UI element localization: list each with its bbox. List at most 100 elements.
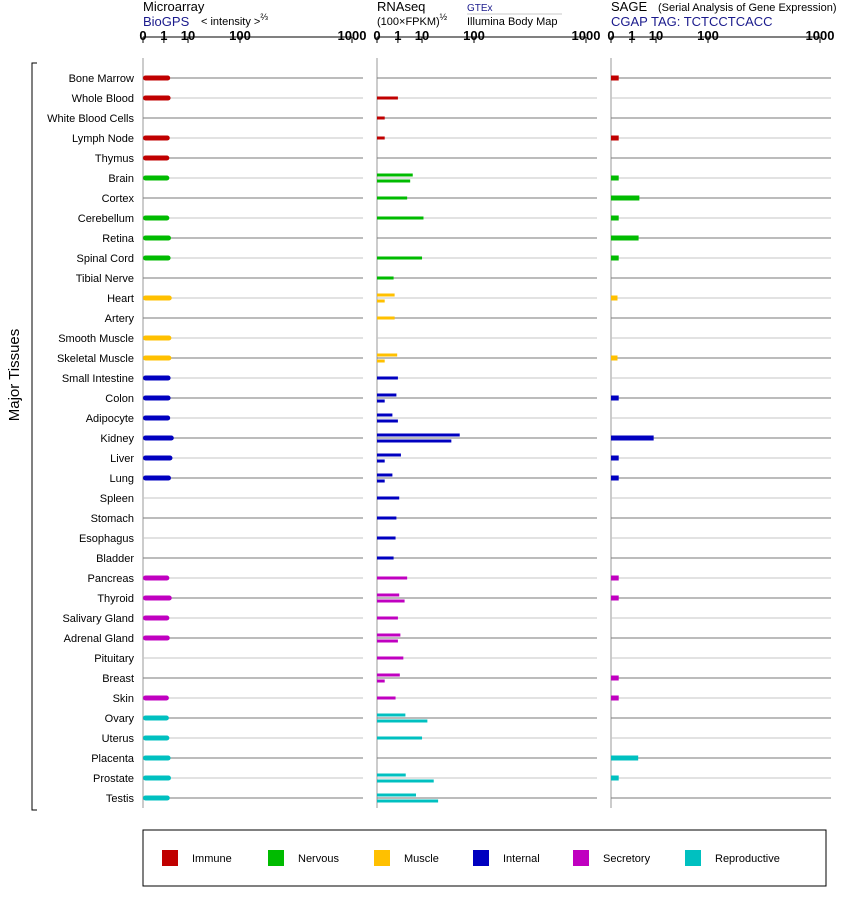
sage-bar [611,255,619,261]
microarray-bar [143,455,173,461]
tissue-label: Salivary Gland [62,613,134,625]
tissue-label: Bone Marrow [69,73,134,85]
tissue-bracket [31,62,37,811]
tissue-label: Thyroid [97,593,134,605]
tissue-label: Lymph Node [72,133,134,145]
rnaseq-bar [377,516,397,520]
sage-bar [611,755,639,761]
tissue-label: Esophagus [79,533,135,545]
legend-swatch-reproductive [685,850,701,866]
legend-swatch-muscle [374,850,390,866]
microarray-unit-prefix: < intensity > [201,16,260,28]
legend-swatch-nervous [268,850,284,866]
sage-tick-label: 0 [607,28,614,43]
rnaseq-bar [377,453,401,457]
tissue-label: Skin [113,693,134,705]
rnaseq-bar [377,256,423,260]
legend-label-secretory: Secretory [603,853,651,865]
tissue-label: Uterus [102,733,135,745]
microarray-bar [143,755,171,761]
rnaseq-bar [377,196,408,200]
tissue-label: Thymus [95,153,135,165]
sage-bar [611,295,618,301]
tissue-label: Adrenal Gland [64,633,134,645]
rnaseq-bar [377,556,394,560]
microarray-tick-label: 100 [229,28,251,43]
rnaseq-bar [377,116,385,120]
legend-label-internal: Internal [503,853,540,865]
rnaseq-bar [377,736,423,740]
microarray-bar [143,235,171,241]
sage-bar [611,455,619,461]
legend-swatch-internal [473,850,489,866]
rnaseq-bar [377,679,385,683]
rnaseq-bar [377,719,428,723]
rnaseq-bar [377,316,395,320]
rnaseq-unit-sup: ½ [440,12,448,22]
rnaseq-bar [377,216,424,220]
tissue-label: Pancreas [88,573,135,585]
microarray-bar [143,615,170,621]
tissue-label: Placenta [91,753,135,765]
tissue-label: Adipocyte [86,413,134,425]
sage-bar [611,775,619,781]
tissue-label: Cerebellum [78,213,134,225]
rnaseq-bar [377,576,408,580]
microarray-tick-label: 10 [181,28,195,43]
rnaseq-bar [377,656,404,660]
microarray-title: Microarray [143,0,205,14]
tissue-label: Artery [105,313,135,325]
microarray-bar [143,435,174,441]
rnaseq-unit-prefix: (100×FPKM) [377,16,440,28]
microarray-bar [143,355,172,361]
tissue-label: Heart [107,293,134,305]
microarray-bar [143,595,172,601]
tissue-label: Spinal Cord [77,253,134,265]
rnaseq-bar [377,779,434,783]
legend: Immune Nervous Muscle Internal Secretory Repr… [142,829,827,887]
tissue-label: Stomach [91,513,134,525]
rnaseq-tick-label: 1000 [572,28,601,43]
rnaseq-source-illumina: Illumina Body Map [467,16,558,28]
sage-tick-label: 10 [649,28,663,43]
rnaseq-bar [377,433,460,437]
microarray-bar [143,215,170,221]
rnaseq-bar [377,633,401,637]
rnaseq-bar [377,419,398,423]
legend-swatch-immune [162,850,178,866]
rnaseq-bar [377,536,396,540]
tissue-label: Whole Blood [72,93,134,105]
rnaseq-bar [377,673,400,677]
legend-label-immune: Immune [192,853,232,865]
rnaseq-bar [377,439,452,443]
microarray-unit: < intensity >⅔ [201,12,268,28]
sage-bar [611,175,619,181]
rnaseq-bar [377,459,385,463]
sage-bar [611,695,619,701]
microarray-bar [143,95,171,101]
rnaseq-bar [377,293,395,297]
tissue-label: Skeletal Muscle [57,353,134,365]
sage-bar [611,75,619,81]
y-axis-label: Major Tissues [6,329,23,422]
sage-bar [611,195,640,201]
tissue-label: Spleen [100,493,134,505]
sage-bar [611,575,619,581]
microarray-bar [143,335,172,341]
rnaseq-bar [377,276,394,280]
tissue-label: White Blood Cells [47,113,134,125]
rnaseq-bar [377,173,413,177]
microarray-bar [143,295,172,301]
tissue-label: Pituitary [94,653,134,665]
rnaseq-bar [377,696,396,700]
tissue-label: Tibial Nerve [76,273,134,285]
tissue-label: Bladder [96,553,134,565]
rnaseq-unit: (100×FPKM)½ [377,12,448,28]
rnaseq-tick-label: 0 [373,28,380,43]
chart-headers: Microarray BioGPS < intensity >⅔ RNAseq … [143,0,837,29]
rnaseq-bar [377,616,398,620]
microarray-bar [143,695,169,701]
microarray-bar [143,475,171,481]
sage-bar [611,215,619,221]
tissue-label: Kidney [100,433,134,445]
